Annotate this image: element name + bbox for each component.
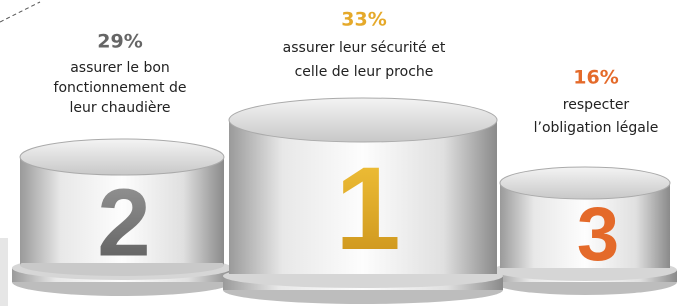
description-line: fonctionnement de (54, 80, 187, 96)
podium-2: 2 (12, 139, 232, 296)
percent: 16% (573, 67, 618, 89)
description-line: leur chaudière (69, 100, 170, 116)
rank-number: 2 (97, 169, 150, 276)
edge-panel (0, 238, 8, 306)
rank-number: 3 (577, 192, 619, 277)
description-line: l’obligation légale (534, 120, 659, 136)
percent: 33% (341, 9, 386, 31)
podium-infographic: 2 3 1 29% 33% 16% assurer le bon fonction… (0, 0, 683, 306)
description-line: assurer le bon (70, 60, 170, 76)
description-line: assurer leur sécurité et (283, 40, 446, 56)
dashed-line (0, 2, 40, 22)
description-line: celle de leur proche (295, 64, 434, 80)
podium-3: 3 (493, 167, 677, 295)
rank-number: 1 (335, 143, 401, 275)
percent: 29% (97, 31, 142, 53)
podium-1: 1 (223, 98, 503, 304)
description-line: respecter (563, 97, 630, 113)
